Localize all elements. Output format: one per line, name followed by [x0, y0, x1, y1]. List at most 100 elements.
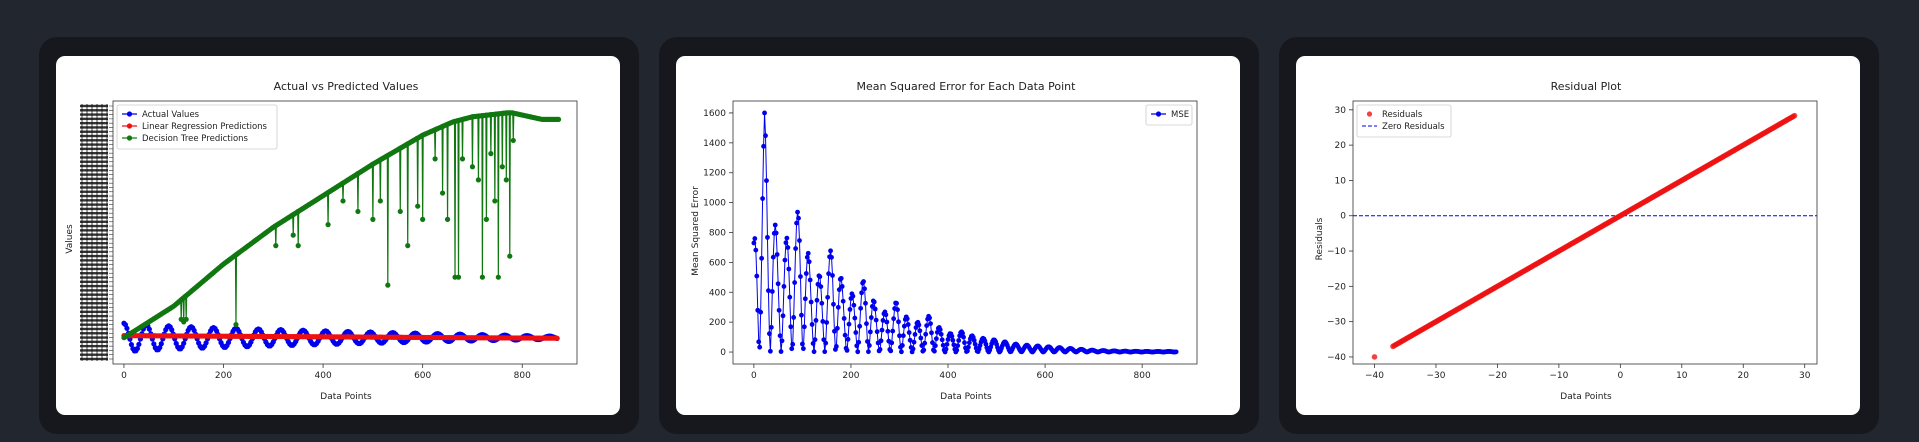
mse-point: [954, 347, 960, 353]
mse-point: [890, 328, 896, 334]
mse-point: [960, 330, 965, 336]
decision-tree-point: [488, 151, 494, 157]
mse-point: [809, 321, 815, 327]
mse-point: [962, 340, 967, 346]
overlapping-y-tick-label: [80, 259, 108, 262]
decision-tree-point: [355, 208, 361, 215]
mse-point: [873, 317, 879, 323]
mse-point: [818, 284, 824, 290]
chart-marks: [1353, 112, 1817, 360]
overlapping-y-tick-label: [80, 117, 108, 121]
legend-marker: [1366, 111, 1373, 117]
mse-point: [940, 342, 946, 348]
mse-point: [864, 321, 869, 327]
decision-tree-point: [405, 243, 411, 249]
y-axis-label: Values: [65, 224, 75, 254]
actual-value-point: [191, 327, 197, 334]
mse-point: [905, 322, 911, 327]
x-tick-label: 200: [215, 371, 232, 381]
decision-tree-point: [492, 198, 498, 204]
mse-point: [868, 315, 874, 320]
overlapping-y-tick-label: [80, 267, 108, 271]
decision-tree-point: [377, 198, 383, 204]
mse-point: [910, 346, 916, 352]
mse-point: [939, 337, 945, 343]
mse-point: [852, 315, 858, 321]
decision-tree-point: [499, 164, 505, 170]
mse-point: [813, 318, 819, 323]
mse-point: [788, 324, 794, 330]
mse-line: [753, 112, 1177, 354]
mse-point: [832, 328, 837, 334]
mse-point: [773, 230, 779, 236]
overlapping-y-tick-label: [80, 160, 108, 163]
legend-label: Residuals: [1382, 110, 1423, 120]
mse-point: [901, 323, 907, 329]
y-axis-label: Residuals: [1315, 217, 1325, 260]
mse-point: [922, 340, 928, 346]
mse-point: [798, 274, 803, 279]
decision-tree-point: [183, 316, 189, 322]
overlapping-y-tick-label: [80, 151, 108, 155]
mse-point: [802, 296, 808, 302]
x-tick-label: 30: [1799, 371, 1811, 381]
x-tick-label: 0: [121, 371, 127, 381]
plot-frame: [112, 100, 578, 365]
y-tick-label: 20: [1335, 141, 1347, 151]
decision-tree-point: [555, 116, 562, 123]
mse-point: [871, 299, 877, 305]
overlapping-y-tick-label: [80, 130, 108, 133]
mse-point: [891, 316, 897, 322]
mse-point: [911, 339, 917, 345]
overlapping-y-tick-label: [80, 353, 108, 356]
mse-point: [765, 234, 770, 240]
mse-point: [845, 336, 851, 342]
overlapping-y-tick-label: [80, 203, 108, 206]
actual-value-point: [124, 325, 130, 331]
mse-point: [793, 246, 799, 251]
mse-point: [768, 324, 774, 330]
decision-tree-point: [295, 243, 301, 249]
mse-point: [904, 316, 910, 322]
mse-point: [759, 255, 765, 261]
mse-point: [885, 328, 891, 334]
overlapping-y-tick-label: [80, 143, 108, 146]
mse-point: [787, 294, 793, 300]
y-axis-label: Mean Squared Error: [691, 186, 701, 276]
x-tick-label: 800: [514, 371, 531, 381]
mse-point: [933, 336, 939, 342]
mse-point: [764, 178, 769, 184]
y-tick-label: 1600: [703, 109, 726, 119]
legend-label: Linear Regression Predictions: [142, 122, 268, 132]
overlapping-y-tick-label: [80, 186, 108, 189]
overlapping-y-tick-label: [80, 181, 108, 185]
mse-point: [811, 349, 817, 355]
overlapping-y-tick-label: [80, 156, 108, 159]
mse-point: [896, 319, 901, 325]
mse-point: [951, 342, 957, 348]
y-tick-label: 0: [1340, 212, 1346, 222]
mse-point: [769, 289, 775, 294]
mse-point: [841, 316, 847, 321]
mse-point: [822, 349, 828, 355]
mse-point: [751, 240, 757, 246]
mse-point: [823, 340, 829, 346]
actual-value-point: [146, 326, 152, 332]
mse-point: [757, 344, 763, 350]
decision-tree-point: [233, 321, 239, 328]
overlapping-y-tick-label: [80, 237, 108, 241]
y-tick-label: 400: [709, 288, 726, 298]
y-tick-label: −40: [1327, 353, 1346, 363]
x-tick-label: −10: [1549, 371, 1568, 381]
overlapping-y-tick-label: [80, 194, 108, 198]
chart-marks: [751, 110, 1179, 355]
actual-value-point: [136, 341, 142, 347]
mse-point: [877, 347, 883, 352]
y-ticks: 0 200 400 600 800 1000 1200 1400 1600: [703, 109, 733, 358]
decision-tree-point: [273, 243, 279, 249]
mse-point: [810, 341, 816, 346]
mse-point: [826, 271, 832, 277]
mse-point: [814, 297, 820, 303]
mse-point: [1173, 349, 1179, 355]
mse-point: [835, 304, 841, 310]
